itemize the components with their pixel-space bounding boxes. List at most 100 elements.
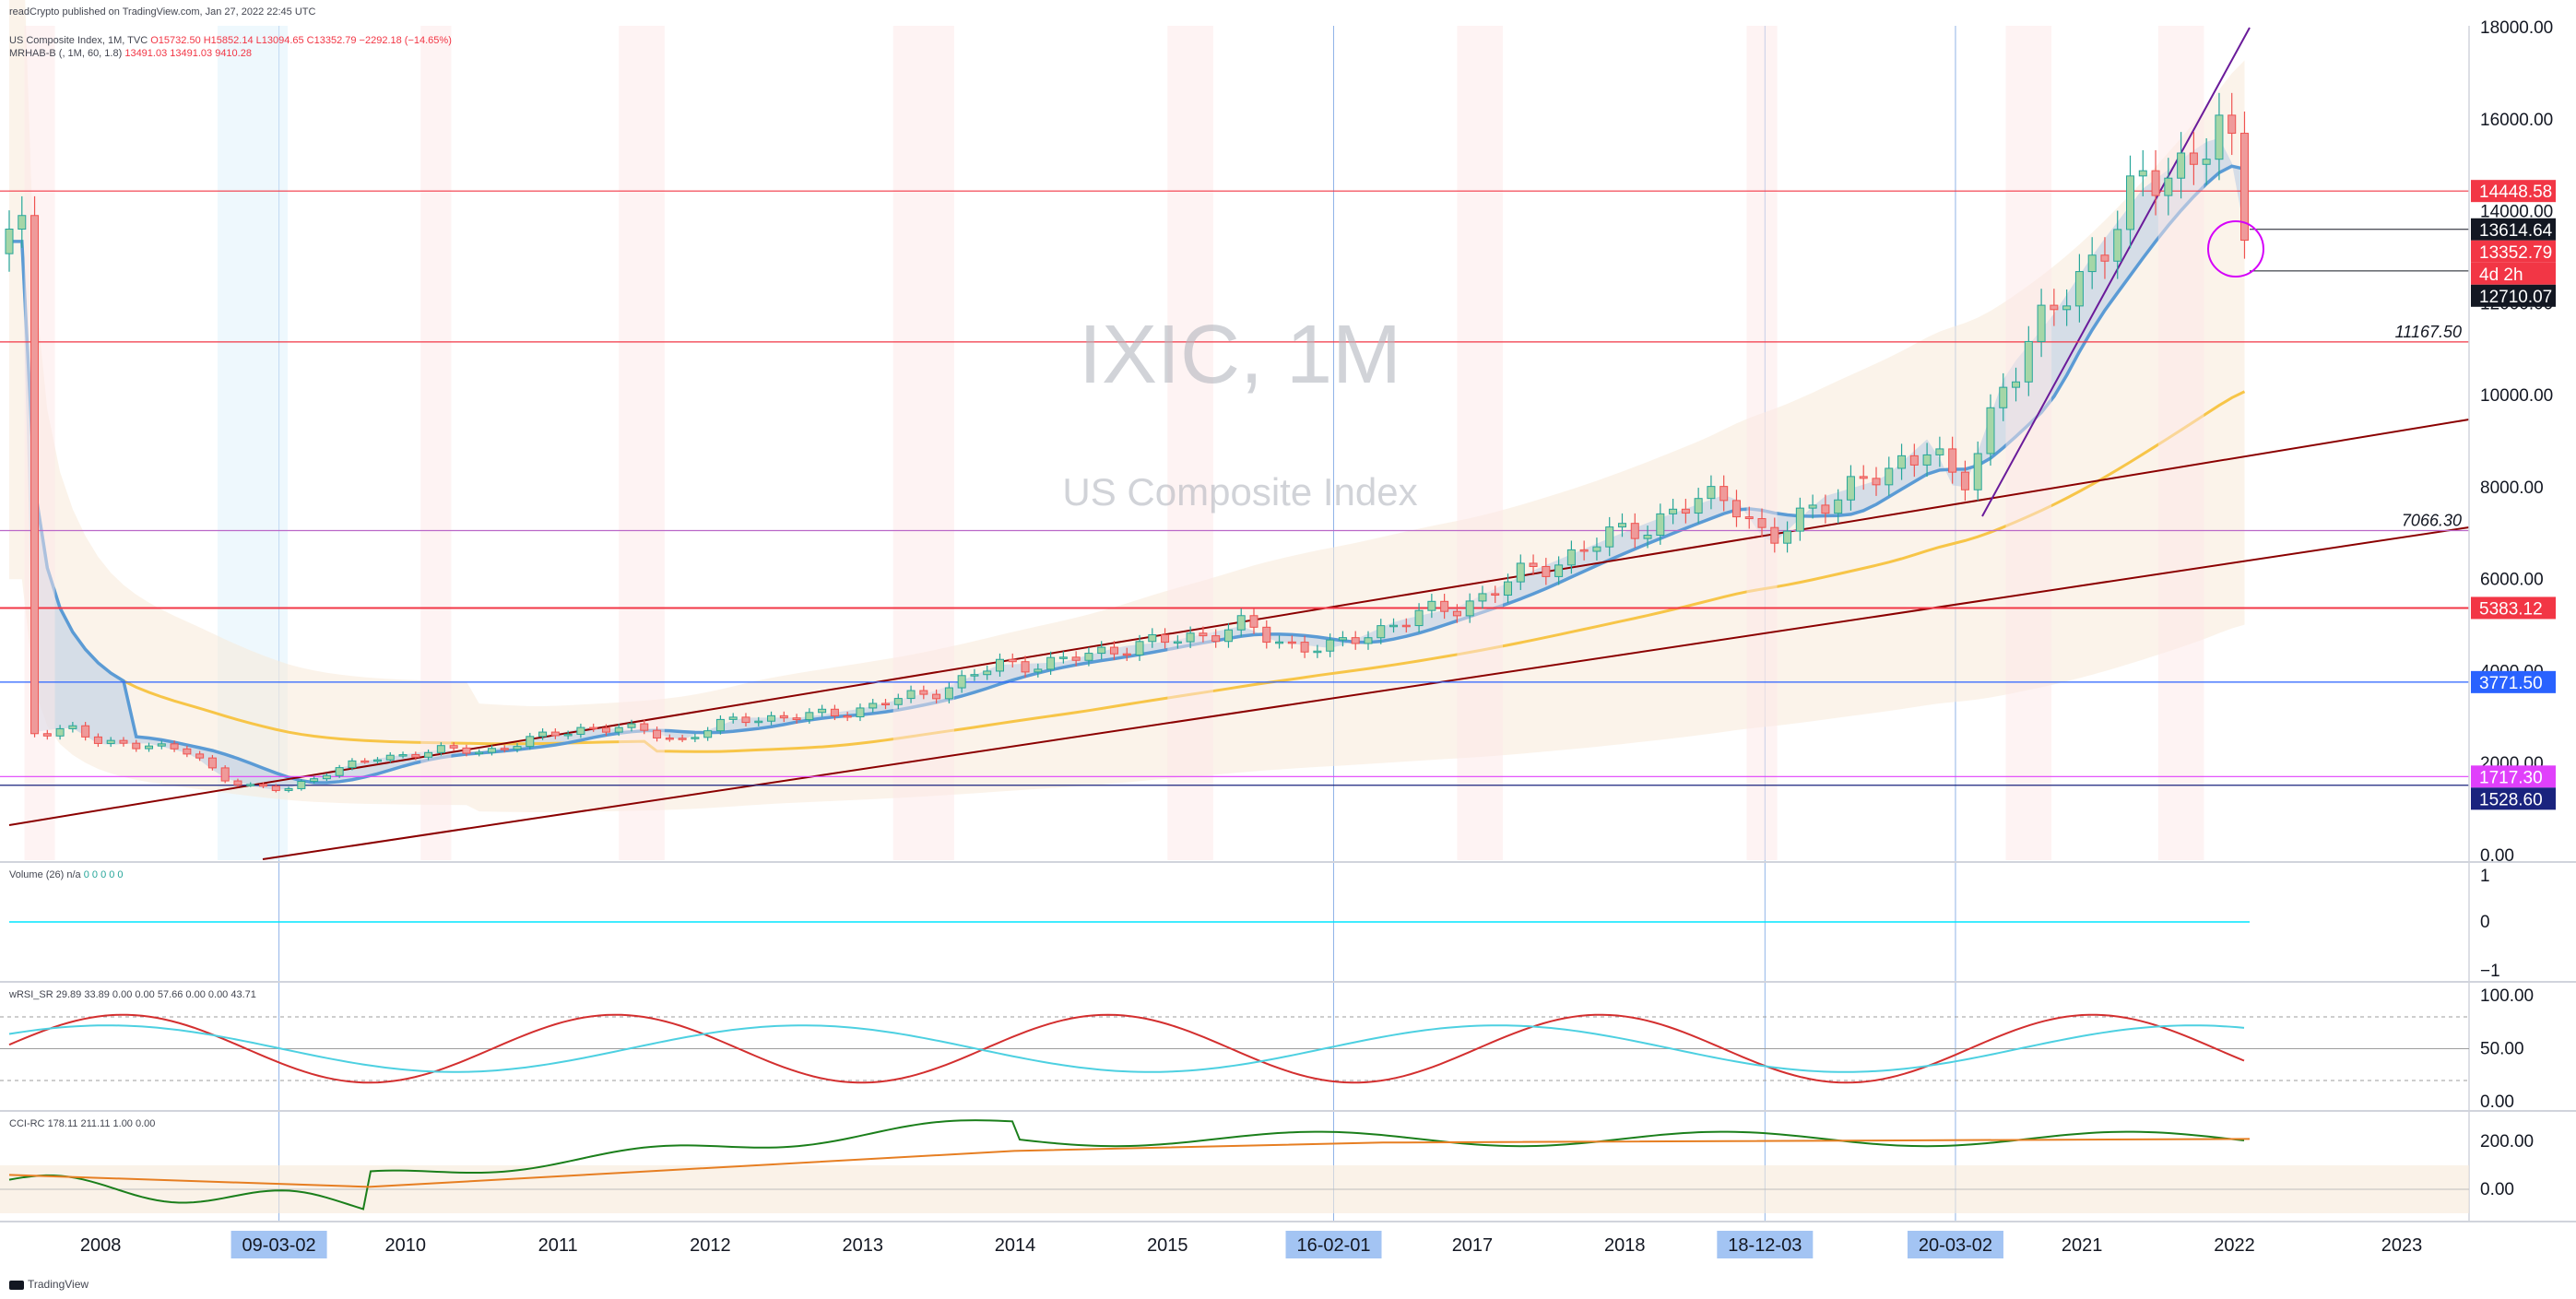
candle	[653, 729, 662, 738]
candle	[1897, 455, 1907, 469]
candle	[1744, 516, 1754, 520]
candle	[2126, 175, 2135, 230]
candle	[449, 745, 458, 749]
volume-tick-label: 1	[2480, 867, 2490, 886]
candle	[1034, 668, 1043, 673]
candle	[322, 774, 331, 780]
candle	[183, 748, 192, 755]
candle	[18, 215, 27, 230]
candles	[5, 92, 2249, 793]
time-tick-label: 09-03-02	[242, 1235, 316, 1256]
candle	[1707, 486, 1716, 500]
candle	[1364, 637, 1373, 644]
time-tick-label: 2023	[2381, 1235, 2423, 1256]
candle	[1909, 455, 1919, 466]
ohlc-values: O15732.50 H15852.14 L13094.65 C13352.79 …	[150, 35, 452, 46]
rsi-tick-label: 50.00	[2480, 1040, 2524, 1059]
time-tick-label: 2021	[2062, 1235, 2103, 1256]
candle	[665, 737, 674, 740]
candle	[779, 714, 788, 719]
candle	[1351, 637, 1360, 644]
candle	[843, 714, 852, 718]
candle	[55, 727, 65, 737]
candle	[1046, 656, 1056, 670]
date-marker-label-bg	[1907, 1231, 2003, 1258]
symbol-legend[interactable]: US Composite Index, 1M, TVC O15732.50 H1…	[9, 35, 452, 46]
candle	[906, 690, 916, 700]
candle	[2024, 340, 2033, 383]
rsi-line	[8, 1013, 2245, 1084]
candle	[1757, 518, 1767, 528]
cci-readouts: 178.11 211.11 1.00 0.00	[47, 1118, 156, 1129]
indicator-values: 13491.03 13491.03 9410.28	[124, 48, 252, 59]
candle	[1719, 486, 1729, 502]
candle	[550, 731, 560, 737]
cci-title: CCI-RC	[9, 1118, 45, 1129]
candle	[398, 754, 408, 757]
candle	[881, 703, 891, 705]
candle	[1491, 593, 1500, 596]
time-tick-label: 2008	[80, 1235, 122, 1256]
candle	[1542, 565, 1551, 577]
candle	[1021, 661, 1030, 673]
time-tick-label: 2013	[842, 1235, 883, 1256]
candle	[1617, 523, 1626, 528]
rsi-legend[interactable]: wRSI_SR 29.89 33.89 0.00 0.00 57.66 0.00…	[9, 989, 256, 1000]
candle	[614, 726, 623, 733]
candle	[1656, 513, 1665, 536]
candle	[1287, 641, 1296, 644]
price-axis[interactable]: 18000.0016000.0014000.0012000.0010000.00…	[2480, 18, 2553, 866]
candle	[170, 743, 179, 750]
candle	[436, 745, 445, 753]
volume-title: Volume (26)	[9, 869, 65, 880]
watermark-name: US Composite Index	[1062, 470, 1417, 514]
trend-line	[1981, 27, 2251, 517]
level-label: 1528.60	[2479, 790, 2543, 809]
cci-legend[interactable]: CCI-RC 178.11 211.11 1.00 0.00	[9, 1118, 155, 1129]
volume-legend[interactable]: Volume (26) n/a 0 0 0 0 0	[9, 869, 124, 880]
candle	[957, 675, 966, 689]
shade-strip	[892, 26, 954, 860]
candle	[893, 698, 903, 705]
ma-orange-line	[9, 240, 2246, 753]
shade-strip	[1167, 26, 1213, 860]
candle	[2012, 381, 2021, 388]
candle	[1504, 581, 1513, 596]
candle	[869, 703, 878, 709]
tradingview-footer[interactable]: TradingView	[9, 1278, 89, 1291]
candle	[715, 718, 725, 732]
time-axis[interactable]: 2008 09-03-02 2010 2011 2012 2013 2014 2015 16-0…	[80, 1231, 2422, 1258]
shade-strip	[24, 26, 55, 860]
candle	[627, 723, 636, 728]
cci-tick-label: 200.00	[2480, 1132, 2534, 1151]
candle	[1401, 624, 1411, 628]
level-label-bg	[2471, 284, 2556, 307]
candle	[1859, 476, 1868, 479]
price-tick-label: 10000.00	[2480, 386, 2553, 406]
candle	[1135, 641, 1144, 655]
time-tick-label: 2010	[385, 1235, 427, 1256]
candle	[1731, 500, 1741, 518]
candle	[805, 712, 814, 721]
candle	[1605, 526, 1614, 548]
level-label: 14448.58	[2479, 183, 2552, 202]
volume-axis: 1 0 −1	[2480, 867, 2500, 981]
indicator-legend[interactable]: MRHAB-B (, 1M, 60, 1.8) 13491.03 13491.0…	[9, 48, 252, 59]
candle	[310, 778, 319, 783]
candle	[1199, 632, 1208, 637]
level-label: 5383.12	[2479, 599, 2543, 619]
candle	[1516, 562, 1525, 583]
candle	[1834, 499, 1843, 514]
level-label: 4d 2h	[2479, 266, 2523, 285]
candle	[348, 760, 357, 769]
candle	[1630, 523, 1639, 539]
level-label-bg	[2471, 240, 2556, 263]
candle	[42, 733, 52, 737]
candle	[372, 759, 382, 762]
candle	[2113, 229, 2122, 262]
candle	[1999, 386, 2008, 408]
candle	[1109, 646, 1118, 655]
rsi-title: wRSI_SR	[9, 989, 53, 1000]
